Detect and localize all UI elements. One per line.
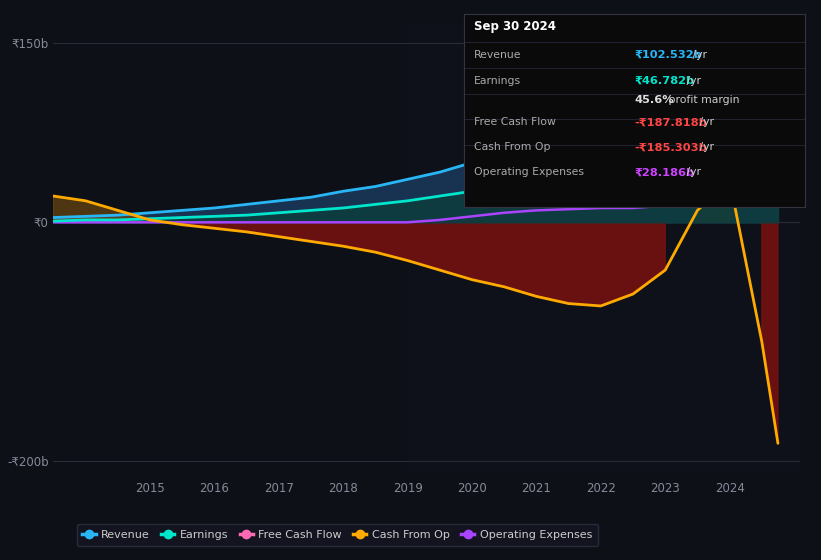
Text: /yr: /yr (695, 142, 713, 152)
Text: /yr: /yr (695, 117, 713, 127)
Text: Operating Expenses: Operating Expenses (474, 167, 584, 178)
Text: 45.6%: 45.6% (635, 95, 674, 105)
Legend: Revenue, Earnings, Free Cash Flow, Cash From Op, Operating Expenses: Revenue, Earnings, Free Cash Flow, Cash … (76, 524, 598, 546)
Text: Cash From Op: Cash From Op (474, 142, 551, 152)
Text: -₹185.303b: -₹185.303b (635, 142, 707, 152)
Text: profit margin: profit margin (665, 95, 740, 105)
Text: /yr: /yr (683, 76, 701, 86)
Text: Free Cash Flow: Free Cash Flow (474, 117, 556, 127)
Text: -₹187.818b: -₹187.818b (635, 117, 707, 127)
Text: ₹28.186b: ₹28.186b (635, 167, 695, 178)
Text: Sep 30 2024: Sep 30 2024 (474, 20, 556, 33)
Text: Revenue: Revenue (474, 50, 521, 59)
Text: ₹46.782b: ₹46.782b (635, 76, 695, 86)
Text: ₹102.532b: ₹102.532b (635, 50, 702, 59)
Text: Earnings: Earnings (474, 76, 521, 86)
Text: /yr: /yr (683, 167, 701, 178)
Text: /yr: /yr (690, 50, 708, 59)
Bar (407, 25, 800, 473)
